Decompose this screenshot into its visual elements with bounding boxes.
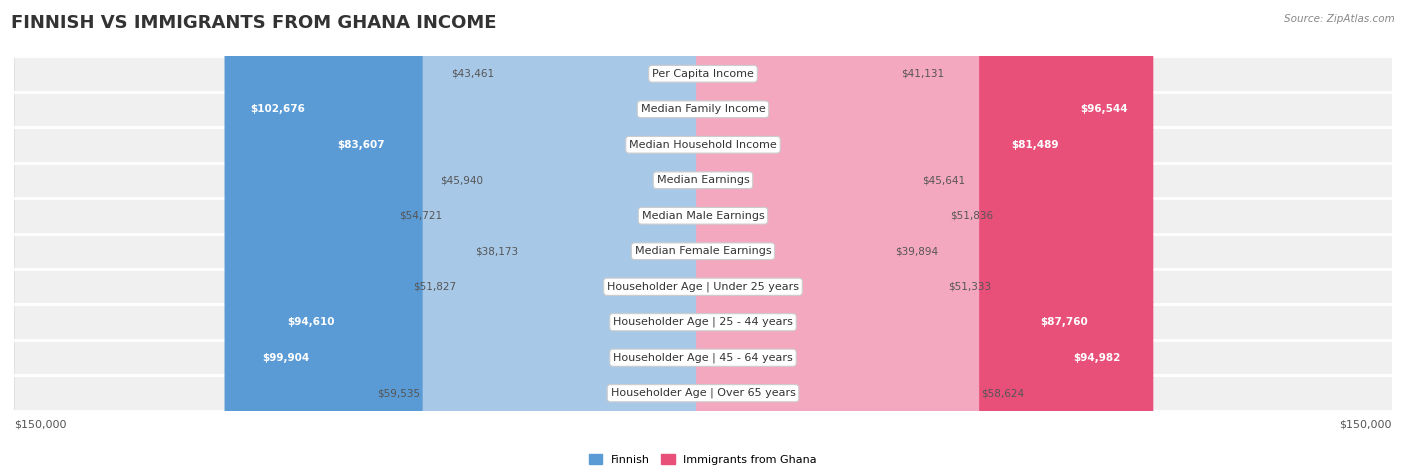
Text: $58,624: $58,624 [981, 388, 1025, 398]
FancyBboxPatch shape [696, 0, 979, 467]
FancyBboxPatch shape [14, 304, 1392, 340]
FancyBboxPatch shape [696, 0, 948, 467]
FancyBboxPatch shape [14, 269, 1392, 304]
Text: FINNISH VS IMMIGRANTS FROM GHANA INCOME: FINNISH VS IMMIGRANTS FROM GHANA INCOME [11, 14, 496, 32]
Text: $45,940: $45,940 [440, 175, 482, 185]
FancyBboxPatch shape [485, 0, 710, 467]
Text: Median Household Income: Median Household Income [628, 140, 778, 150]
Text: Median Family Income: Median Family Income [641, 104, 765, 114]
FancyBboxPatch shape [696, 0, 946, 467]
FancyBboxPatch shape [14, 127, 1392, 163]
Text: Per Capita Income: Per Capita Income [652, 69, 754, 79]
Text: Householder Age | Under 25 years: Householder Age | Under 25 years [607, 282, 799, 292]
Legend: Finnish, Immigrants from Ghana: Finnish, Immigrants from Ghana [585, 450, 821, 467]
Text: $87,760: $87,760 [1040, 317, 1088, 327]
Text: Source: ZipAtlas.com: Source: ZipAtlas.com [1284, 14, 1395, 24]
Text: $150,000: $150,000 [14, 420, 66, 430]
FancyBboxPatch shape [696, 0, 1084, 467]
FancyBboxPatch shape [14, 163, 1392, 198]
Text: $150,000: $150,000 [1340, 420, 1392, 430]
FancyBboxPatch shape [520, 0, 710, 467]
Text: $59,535: $59,535 [377, 388, 420, 398]
Text: $94,610: $94,610 [287, 317, 335, 327]
FancyBboxPatch shape [423, 0, 710, 467]
Text: $38,173: $38,173 [475, 246, 519, 256]
FancyBboxPatch shape [696, 0, 893, 467]
FancyBboxPatch shape [262, 0, 710, 467]
Text: Householder Age | 45 - 64 years: Householder Age | 45 - 64 years [613, 353, 793, 363]
Text: $83,607: $83,607 [337, 140, 385, 150]
FancyBboxPatch shape [496, 0, 710, 467]
FancyBboxPatch shape [444, 0, 710, 467]
Text: $94,982: $94,982 [1074, 353, 1121, 363]
FancyBboxPatch shape [312, 0, 710, 467]
FancyBboxPatch shape [696, 0, 1114, 467]
FancyBboxPatch shape [696, 0, 920, 467]
FancyBboxPatch shape [14, 56, 1392, 92]
FancyBboxPatch shape [696, 0, 1146, 467]
Text: Householder Age | Over 65 years: Householder Age | Over 65 years [610, 388, 796, 398]
Text: Median Male Earnings: Median Male Earnings [641, 211, 765, 221]
Text: $51,836: $51,836 [950, 211, 994, 221]
FancyBboxPatch shape [225, 0, 710, 467]
FancyBboxPatch shape [696, 0, 1153, 467]
Text: Median Female Earnings: Median Female Earnings [634, 246, 772, 256]
Text: $96,544: $96,544 [1080, 104, 1128, 114]
FancyBboxPatch shape [14, 375, 1392, 411]
Text: $45,641: $45,641 [922, 175, 965, 185]
Text: Median Earnings: Median Earnings [657, 175, 749, 185]
Text: $43,461: $43,461 [451, 69, 494, 79]
FancyBboxPatch shape [14, 92, 1392, 127]
FancyBboxPatch shape [14, 234, 1392, 269]
Text: $39,894: $39,894 [896, 246, 939, 256]
FancyBboxPatch shape [14, 340, 1392, 375]
Text: $102,676: $102,676 [250, 104, 305, 114]
FancyBboxPatch shape [14, 198, 1392, 234]
Text: $81,489: $81,489 [1011, 140, 1059, 150]
FancyBboxPatch shape [238, 0, 710, 467]
FancyBboxPatch shape [458, 0, 710, 467]
FancyBboxPatch shape [696, 0, 898, 467]
Text: $51,333: $51,333 [948, 282, 991, 292]
Text: Householder Age | 25 - 44 years: Householder Age | 25 - 44 years [613, 317, 793, 327]
Text: $51,827: $51,827 [412, 282, 456, 292]
Text: $54,721: $54,721 [399, 211, 443, 221]
Text: $99,904: $99,904 [263, 353, 309, 363]
Text: $41,131: $41,131 [901, 69, 945, 79]
